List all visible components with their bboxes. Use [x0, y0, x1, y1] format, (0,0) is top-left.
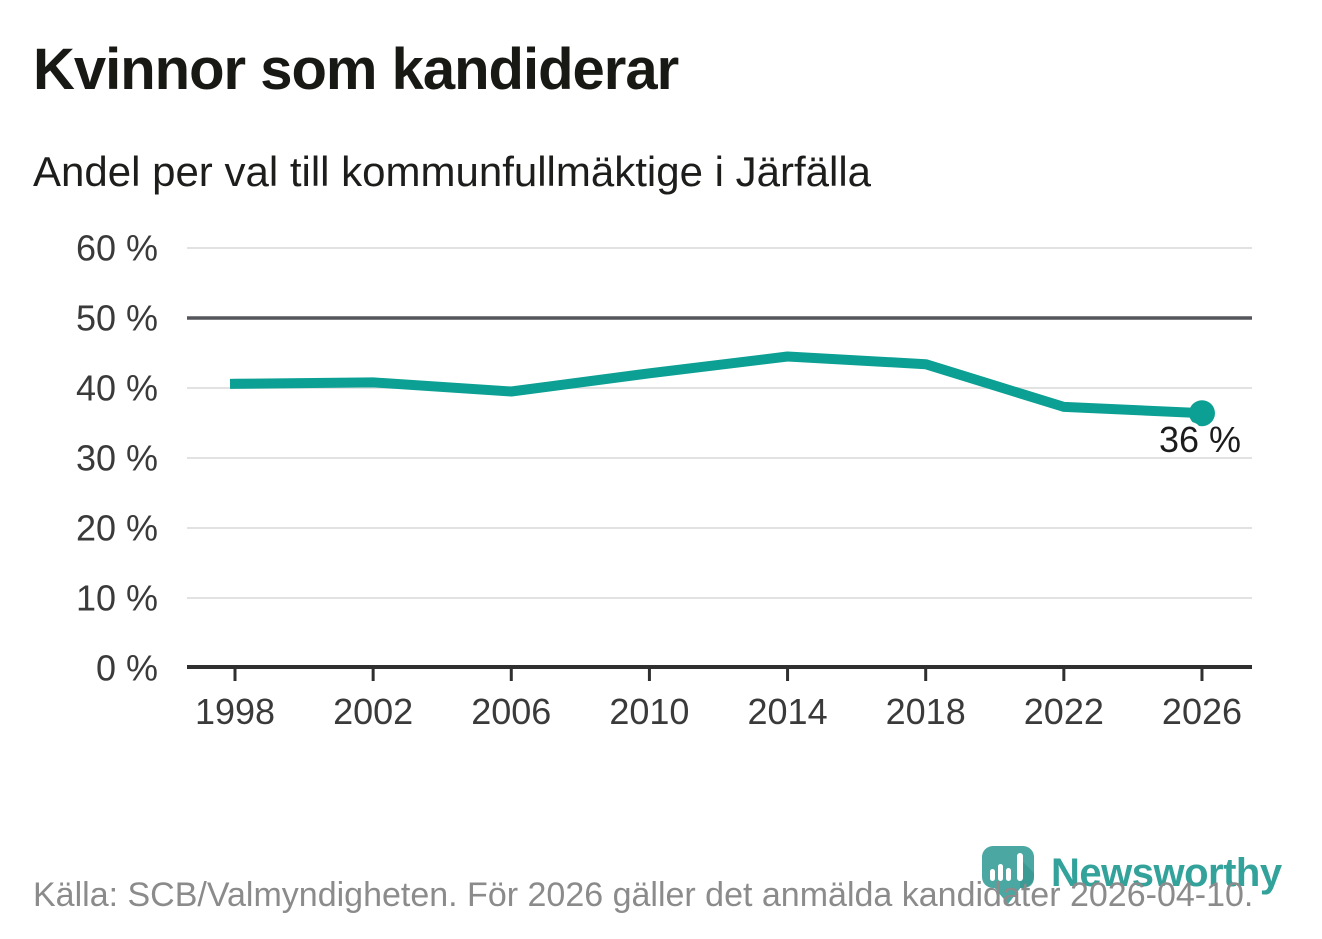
x-tick-label: 2022 — [1024, 691, 1104, 732]
x-tick-label: 2026 — [1162, 691, 1242, 732]
x-tick-label: 2006 — [471, 691, 551, 732]
y-tick-label: 10 % — [76, 578, 158, 619]
end-point-label: 36 % — [1159, 419, 1241, 460]
x-axis — [187, 665, 1252, 681]
y-axis-labels: 0 % 10 % 20 % 30 % 40 % 50 % 60 % — [76, 228, 158, 689]
x-tick-label: 2010 — [609, 691, 689, 732]
y-gridlines — [187, 247, 1252, 599]
x-tick-label: 2018 — [886, 691, 966, 732]
series: 36 % — [229, 351, 1246, 465]
y-tick-label: 50 % — [76, 298, 158, 339]
brand-logo: Newsworthy — [981, 845, 1282, 910]
y-tick-label: 40 % — [76, 368, 158, 409]
y-tick-label: 60 % — [76, 228, 158, 269]
x-axis-labels: 1998 2002 2006 2010 2014 2018 2022 2026 — [195, 691, 1242, 732]
source-note: Källa: SCB/Valmyndigheten. För 2026 gäll… — [33, 876, 1254, 914]
brand-wordmark: Newsworthy — [1051, 851, 1282, 895]
x-tick-label: 2014 — [748, 691, 828, 732]
newsworthy-logo-icon — [981, 845, 1035, 910]
x-tick-label: 2002 — [333, 691, 413, 732]
x-tick-label: 1998 — [195, 691, 275, 732]
trend-line — [229, 351, 1208, 419]
chart-subtitle: Andel per val till kommunfullmäktige i J… — [33, 148, 872, 195]
y-tick-label: 30 % — [76, 438, 158, 479]
y-tick-label: 20 % — [76, 508, 158, 549]
end-point-dot — [1188, 400, 1215, 427]
y-tick-label: 0 % — [96, 648, 158, 689]
chart-title: Kvinnor som kandiderar — [33, 37, 679, 102]
